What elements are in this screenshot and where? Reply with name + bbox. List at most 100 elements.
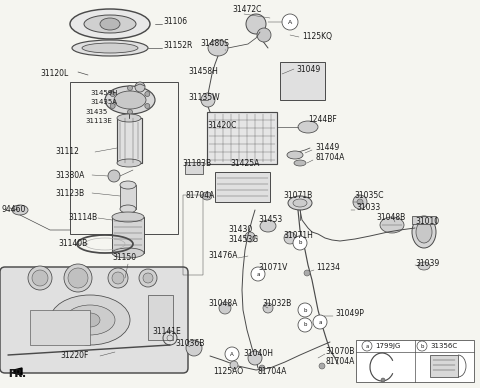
Circle shape xyxy=(293,236,307,250)
Text: A: A xyxy=(230,352,234,357)
Ellipse shape xyxy=(293,199,307,207)
Text: 31036B: 31036B xyxy=(175,338,204,348)
Circle shape xyxy=(28,266,52,290)
Ellipse shape xyxy=(70,9,150,39)
Ellipse shape xyxy=(257,28,271,42)
Bar xyxy=(207,112,277,164)
Text: a: a xyxy=(318,319,322,324)
Ellipse shape xyxy=(294,160,306,166)
Text: 31070B: 31070B xyxy=(325,348,354,357)
Text: 31141E: 31141E xyxy=(152,327,181,336)
Circle shape xyxy=(263,303,273,313)
Ellipse shape xyxy=(246,14,266,34)
Text: 31449: 31449 xyxy=(315,142,339,151)
Ellipse shape xyxy=(288,196,312,210)
Circle shape xyxy=(64,264,92,292)
Circle shape xyxy=(112,272,124,284)
Text: 31380A: 31380A xyxy=(55,170,84,180)
Text: 31040H: 31040H xyxy=(243,350,273,359)
Circle shape xyxy=(319,363,325,369)
Text: 31071H: 31071H xyxy=(283,230,313,239)
Text: 31048B: 31048B xyxy=(376,213,405,222)
Bar xyxy=(183,195,203,275)
Text: b: b xyxy=(303,322,307,327)
Bar xyxy=(117,118,142,163)
Circle shape xyxy=(219,302,231,314)
Text: A: A xyxy=(288,19,292,24)
Text: 31183B: 31183B xyxy=(182,159,211,168)
Ellipse shape xyxy=(12,205,28,215)
Text: FR.: FR. xyxy=(8,369,26,379)
Circle shape xyxy=(110,104,115,109)
Circle shape xyxy=(313,315,327,329)
Circle shape xyxy=(128,109,132,114)
Text: 31123B: 31123B xyxy=(55,189,84,197)
Bar xyxy=(70,82,178,234)
Circle shape xyxy=(145,104,150,109)
Text: 31435: 31435 xyxy=(85,109,107,115)
Text: 94460: 94460 xyxy=(2,206,26,215)
Ellipse shape xyxy=(50,295,130,345)
Circle shape xyxy=(284,232,296,244)
Ellipse shape xyxy=(418,262,430,270)
Circle shape xyxy=(128,85,132,90)
Text: 11234: 11234 xyxy=(316,263,340,272)
Text: b: b xyxy=(303,308,307,312)
Text: 31114B: 31114B xyxy=(68,213,97,222)
Text: a: a xyxy=(256,272,260,277)
Circle shape xyxy=(298,318,312,332)
Text: FR.: FR. xyxy=(8,369,26,379)
Circle shape xyxy=(259,365,265,371)
Text: 31140B: 31140B xyxy=(58,239,87,248)
Text: 81704A: 81704A xyxy=(315,154,344,163)
Ellipse shape xyxy=(298,121,318,133)
Circle shape xyxy=(245,232,255,242)
Text: 31010: 31010 xyxy=(415,218,439,227)
Text: 31071V: 31071V xyxy=(258,263,288,272)
Ellipse shape xyxy=(117,159,141,167)
Bar xyxy=(112,217,144,253)
Text: 31220F: 31220F xyxy=(60,352,88,360)
Text: 31112: 31112 xyxy=(55,147,79,156)
Circle shape xyxy=(32,270,48,286)
Bar xyxy=(120,185,136,209)
Text: 31430: 31430 xyxy=(228,225,252,234)
Circle shape xyxy=(68,268,88,288)
Text: 31453G: 31453G xyxy=(228,236,258,244)
Ellipse shape xyxy=(120,205,136,213)
Text: 81704A: 81704A xyxy=(325,357,354,367)
Text: 31356C: 31356C xyxy=(430,343,457,349)
Text: b: b xyxy=(420,343,424,348)
Circle shape xyxy=(145,92,150,97)
Text: 31035C: 31035C xyxy=(354,192,384,201)
Ellipse shape xyxy=(80,313,100,327)
Polygon shape xyxy=(5,272,185,370)
Bar xyxy=(430,355,458,377)
Circle shape xyxy=(362,341,372,351)
Ellipse shape xyxy=(416,221,432,243)
Text: 31106: 31106 xyxy=(163,17,187,26)
Circle shape xyxy=(110,92,115,97)
Ellipse shape xyxy=(112,212,144,222)
Ellipse shape xyxy=(114,91,146,109)
Circle shape xyxy=(225,347,239,361)
Circle shape xyxy=(248,351,262,365)
Text: 1244BF: 1244BF xyxy=(308,116,337,125)
Ellipse shape xyxy=(112,248,144,258)
Text: 31150: 31150 xyxy=(112,253,136,263)
Ellipse shape xyxy=(84,15,136,33)
Circle shape xyxy=(353,195,367,209)
Text: 31420C: 31420C xyxy=(207,121,236,130)
Text: a: a xyxy=(365,343,369,348)
Ellipse shape xyxy=(72,40,148,56)
FancyBboxPatch shape xyxy=(0,267,188,373)
Circle shape xyxy=(357,199,363,205)
Ellipse shape xyxy=(208,40,228,56)
Text: 31135W: 31135W xyxy=(188,92,220,102)
Text: 31458H: 31458H xyxy=(188,68,218,76)
Text: 31453: 31453 xyxy=(258,215,282,225)
Ellipse shape xyxy=(65,305,115,335)
Text: b: b xyxy=(298,241,302,246)
Ellipse shape xyxy=(260,220,276,232)
Text: 1799JG: 1799JG xyxy=(375,343,400,349)
